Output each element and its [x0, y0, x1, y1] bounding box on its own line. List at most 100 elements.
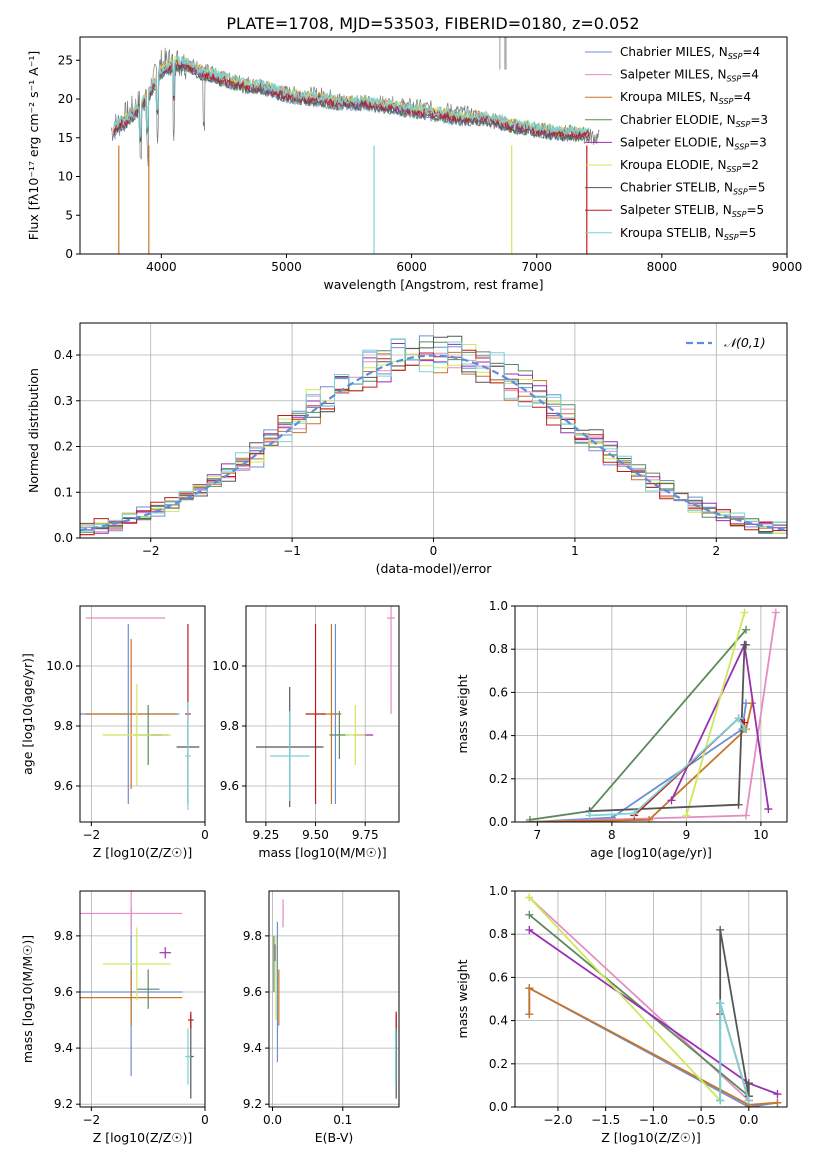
weight_vs_age-axes: 7 8 9 10 0.0 0.2 0.4 0.6 0.8 1.0 age [log10(age/yr…	[455, 599, 788, 860]
x-tick-label: 9	[683, 828, 691, 842]
series-marker	[716, 1096, 725, 1105]
y-tick-label: 9.6	[220, 779, 239, 793]
x-tick-label: 5000	[271, 260, 302, 274]
x-tick-label: 2	[712, 544, 720, 558]
point-salpeter-miles	[387, 606, 396, 714]
series-line	[528, 896, 721, 1102]
point-kroupa-elodie	[345, 705, 366, 765]
y-tick-label: 1.0	[489, 599, 508, 613]
series-marker	[585, 811, 594, 820]
x-tick-label: 9000	[772, 260, 803, 274]
y-tick-label: 0.1	[54, 485, 73, 499]
y-tick-label: 9.4	[54, 1041, 73, 1055]
point-salpeter-stelib	[187, 1011, 194, 1029]
x-axis-label: age [log10(age/yr)]	[590, 845, 712, 860]
series-marker	[764, 805, 773, 814]
y-tick-label: 9.4	[243, 1041, 262, 1055]
y-tick-label: 10	[58, 170, 73, 184]
series-kroupa-miles	[525, 984, 782, 1107]
y-tick-label: 9.6	[54, 779, 73, 793]
y-tick-label: 9.6	[54, 985, 73, 999]
figure-title: PLATE=1708, MJD=53503, FIBERID=0180, z=0…	[226, 14, 639, 33]
x-tick-label: −0.5	[687, 1113, 716, 1127]
series-marker	[645, 815, 654, 822]
series-kroupa-stelib	[585, 714, 749, 820]
y-tick-label: 9.8	[243, 929, 262, 943]
point-kroupa-miles	[80, 969, 183, 1026]
y-axis-label: age [log10(age/yr)]	[20, 653, 35, 775]
series-marker	[771, 608, 780, 617]
series-marker	[525, 893, 534, 902]
series-marker	[630, 809, 639, 818]
series-marker	[525, 925, 534, 934]
y-tick-label: 20	[58, 92, 73, 106]
legend-label: Kroupa STELIB, NSSP=5	[620, 226, 756, 242]
point-kroupa-elodie	[102, 927, 171, 1001]
series-marker	[667, 796, 676, 805]
x-tick-label: 0.1	[333, 1113, 352, 1127]
series-line	[589, 644, 746, 813]
series-marker	[742, 625, 751, 634]
y-tick-label: 0.2	[489, 772, 508, 786]
series-marker	[525, 815, 534, 822]
x-tick-label: 6000	[396, 260, 427, 274]
x-tick-label: 0	[201, 828, 209, 842]
series-salpeter-miles	[525, 893, 753, 1105]
x-axis-label: Z [log10(Z/Z☉)]	[93, 1130, 193, 1145]
y-tick-label: 9.2	[243, 1097, 262, 1111]
series-marker	[734, 800, 743, 809]
point-kroupa-stelib	[185, 1028, 191, 1085]
axes-frame	[79, 890, 206, 1108]
series-marker	[744, 1096, 753, 1105]
y-tick-label: 0.6	[489, 970, 508, 984]
point-chabrier-elodie	[136, 969, 160, 1009]
series-marker	[740, 608, 749, 617]
x-axis-label: wavelength [Angstrom, rest frame]	[323, 277, 543, 292]
series-marker	[773, 1098, 782, 1107]
series-chabrier-stelib	[585, 640, 751, 816]
weight_vs_Z-plot-area	[525, 893, 782, 1107]
x-tick-label: 7000	[521, 260, 552, 274]
legend-label: Salpeter MILES, NSSP=4	[620, 68, 759, 84]
series-chabrier-miles	[525, 699, 751, 822]
legend-label: Kroupa MILES, NSSP=4	[620, 90, 751, 106]
series-marker	[525, 1010, 534, 1019]
series-marker	[740, 725, 749, 734]
series-marker	[742, 811, 751, 820]
x-tick-label: 9.25	[253, 828, 280, 842]
point-salpeter-miles	[80, 891, 183, 936]
gaussian-reference-curve	[80, 354, 787, 532]
x-axis-label: (data-model)/error	[376, 561, 493, 576]
x-tick-label: −1.0	[639, 1113, 668, 1127]
axes-frame	[79, 605, 206, 823]
x-tick-label: 4000	[146, 260, 177, 274]
y-tick-label: 1.0	[489, 884, 508, 898]
x-tick-label: 10	[753, 828, 768, 842]
axes-frame	[245, 605, 400, 823]
y-tick-label: 9.2	[54, 1097, 73, 1111]
legend-label: 𝒩(0,1)	[724, 335, 766, 350]
spectrum-axes: 4000 5000 6000 7000 8000 9000 0 5 10 15 20 25 wavele…	[26, 36, 803, 292]
x-tick-label: −1	[283, 544, 301, 558]
point-kroupa-elodie	[102, 684, 171, 786]
y-tick-label: 9.8	[54, 929, 73, 943]
residuals-axes: −2 −1 0 1 2 0.0 0.1 0.2 0.3 0.4 (data-model)/error…	[26, 322, 788, 576]
weight_vs_Z-axes: −2.0 −1.5 −1.0 −0.5 0.0 0.0 0.2 0.4 0.6 0.8 1.0 Z […	[455, 884, 788, 1145]
x-axis-label: Z [log10(Z/Z☉)]	[93, 845, 193, 860]
y-tick-label: 9.8	[220, 719, 239, 733]
series-kroupa-elodie	[525, 893, 725, 1105]
mass_vs_Z-axes: −2 0 9.2 9.4 9.6 9.8 Z [log10(Z/Z☉)] mass [log1…	[20, 890, 209, 1145]
mass_vs_ebv-axes: 0.0 0.1 9.2 9.4 9.6 9.8 E(B-V)	[243, 890, 400, 1145]
x-tick-label: −2.0	[543, 1113, 572, 1127]
x-tick-label: −2	[83, 828, 101, 842]
y-axis-label: mass weight	[455, 959, 470, 1038]
y-tick-label: 0	[65, 247, 73, 261]
y-axis-label: Flux [fλ10⁻¹⁷ erg cm⁻² s⁻¹ A⁻¹]	[26, 51, 41, 240]
series-marker	[773, 1090, 782, 1099]
y-tick-label: 0.8	[489, 642, 508, 656]
series-marker	[682, 811, 691, 820]
y-tick-label: 0.4	[489, 1014, 508, 1028]
x-tick-label: 7	[534, 828, 542, 842]
x-axis-label: E(B-V)	[315, 1130, 354, 1145]
x-tick-label: −2	[142, 544, 160, 558]
